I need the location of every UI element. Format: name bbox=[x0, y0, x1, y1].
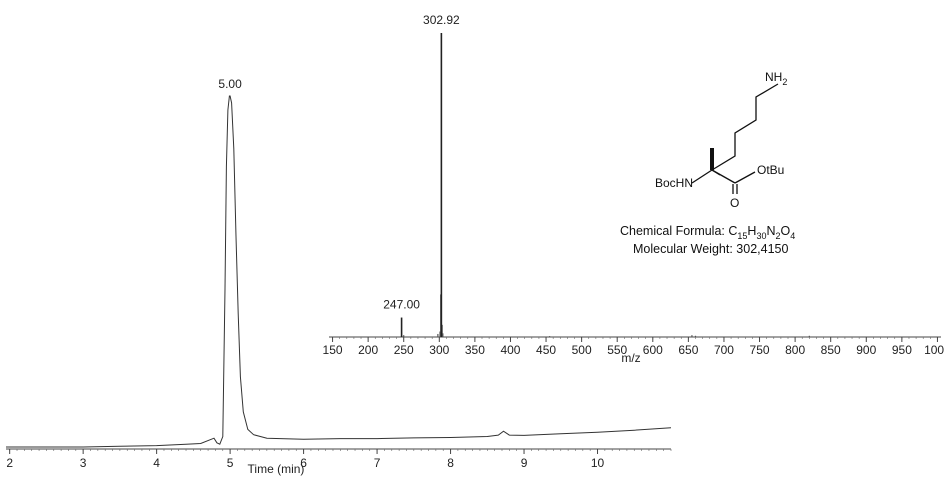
ms-tick-label: 500 bbox=[572, 343, 592, 357]
wedge-bond bbox=[710, 148, 714, 170]
amine-label: NH2 bbox=[765, 70, 787, 87]
molecular-weight: Molecular Weight: 302,4150 bbox=[633, 242, 788, 256]
ms-tick-label: 150 bbox=[323, 343, 343, 357]
ms-tick-label: 600 bbox=[643, 343, 663, 357]
chromatogram-tick-label: 3 bbox=[80, 456, 87, 470]
chromatogram-plot: 2 3 4 5 6 7 8 9 10 5.00 Time (min) bbox=[6, 77, 672, 476]
ms-tick-label: 650 bbox=[678, 343, 698, 357]
ms-tick-label: 900 bbox=[856, 343, 876, 357]
ms-tick-label: 850 bbox=[821, 343, 841, 357]
ms-tick-label: 750 bbox=[750, 343, 770, 357]
chromatogram-peak-label: 5.00 bbox=[218, 77, 242, 91]
backbone-bond bbox=[691, 169, 713, 184]
chromatogram-tick-label: 8 bbox=[447, 456, 454, 470]
ms-tick-label: 950 bbox=[892, 343, 912, 357]
ms-tick-label: 450 bbox=[536, 343, 556, 357]
chromatogram-ticks: 2 3 4 5 6 7 8 9 10 bbox=[6, 449, 672, 470]
chromatogram-trace bbox=[6, 95, 672, 448]
ca-c-bond bbox=[711, 169, 736, 184]
chromatogram-tick-label: 5 bbox=[227, 456, 234, 470]
ester-label: OtBu bbox=[757, 163, 784, 177]
chromatogram-tick-label: 7 bbox=[374, 456, 381, 470]
chromatogram-x-axis-title: Time (min) bbox=[248, 462, 305, 476]
chromatogram-tick-label: 10 bbox=[591, 456, 605, 470]
chromatogram-tick-label: 4 bbox=[153, 456, 160, 470]
c-o-single-bond bbox=[734, 171, 756, 184]
compound-info: Chemical Formula: C15H30N2O4 Molecular W… bbox=[620, 224, 795, 256]
ms-tick-label: 550 bbox=[607, 343, 627, 357]
mass-spectrum-plot: 150 200 250 300 350 400 450 500 550 600 650 700 750 8… bbox=[323, 13, 944, 365]
ms-peak-label-302: 302.92 bbox=[423, 13, 460, 27]
chemical-structure-labels: NH2 BocHN OtBu O bbox=[655, 70, 787, 210]
ms-peak-label-247: 247.00 bbox=[383, 298, 420, 312]
ms-tick-label: 300 bbox=[429, 343, 449, 357]
ms-tick-label: 400 bbox=[500, 343, 520, 357]
chromatogram-tick-label: 6 bbox=[300, 456, 307, 470]
side-chain-bonds bbox=[711, 83, 779, 171]
chemical-formula: Chemical Formula: C15H30N2O4 bbox=[620, 224, 795, 241]
chemical-structure bbox=[691, 83, 779, 194]
chromatogram-tick-label: 2 bbox=[6, 456, 13, 470]
carbamate-label: BocHN bbox=[655, 176, 693, 190]
mass-spectrum-x-axis-title: m/z bbox=[621, 351, 640, 365]
ms-tick-label: 700 bbox=[714, 343, 734, 357]
ms-tick-label: 350 bbox=[465, 343, 485, 357]
chromatogram-tick-label: 9 bbox=[521, 456, 528, 470]
carbonyl-o-label: O bbox=[730, 196, 739, 210]
ms-tick-label: 1000 bbox=[924, 343, 944, 357]
ms-tick-label: 250 bbox=[394, 343, 414, 357]
ms-tick-label: 200 bbox=[358, 343, 378, 357]
mass-spectrum-ticks: 150 200 250 300 350 400 450 500 550 600 650 700 750 8… bbox=[323, 337, 944, 357]
ms-tick-label: 800 bbox=[785, 343, 805, 357]
mass-spectrum-bars bbox=[400, 33, 810, 337]
